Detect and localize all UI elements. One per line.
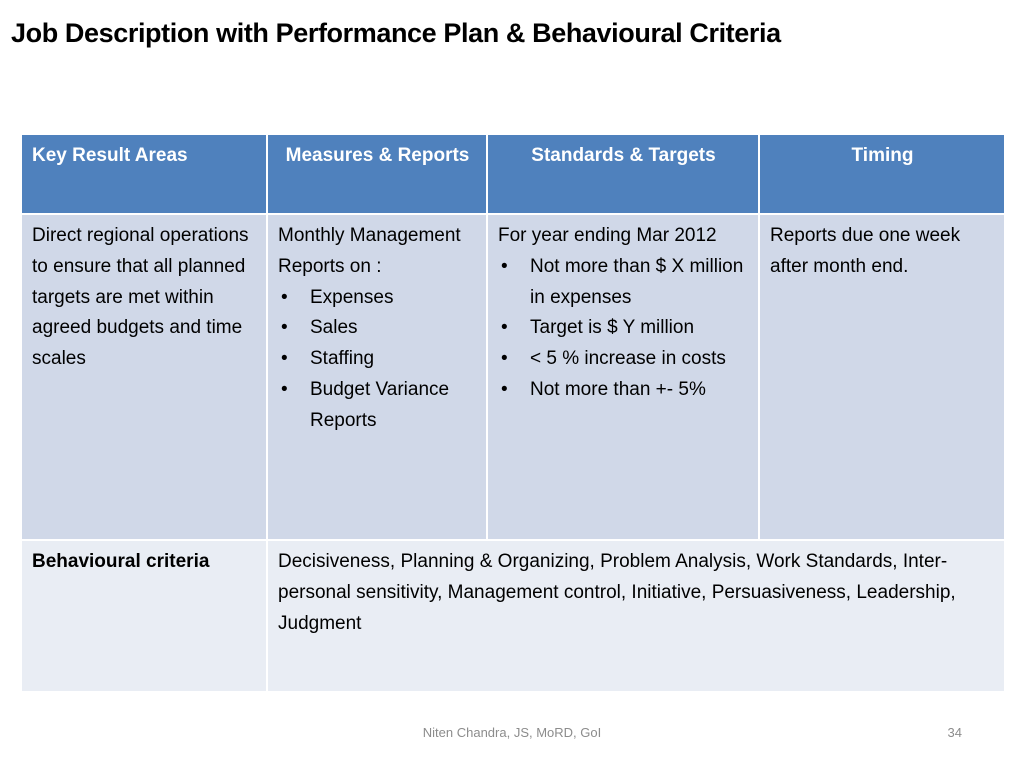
bullet-icon: • xyxy=(281,286,288,308)
list-item: • Not more than +- 5% xyxy=(498,375,749,406)
table-row-behavioural: Behavioural criteria Decisiveness, Plann… xyxy=(20,539,1006,693)
list-item: • Sales xyxy=(278,313,477,344)
header-standards-targets: Standards & Targets xyxy=(486,133,760,215)
standards-list: • Not more than $ X million in expenses •… xyxy=(498,252,749,406)
cell-timing: Reports due one week after month end. xyxy=(758,213,1006,541)
cell-behavioural-label: Behavioural criteria xyxy=(20,539,268,693)
bullet-icon: • xyxy=(281,378,288,400)
standards-intro: For year ending Mar 2012 xyxy=(498,225,717,246)
list-item-text: Not more than +- 5% xyxy=(530,378,706,400)
slide-title: Job Description with Performance Plan & … xyxy=(11,18,781,48)
bullet-icon: • xyxy=(501,255,508,277)
bullet-icon: • xyxy=(501,378,508,400)
measures-intro: Monthly Management Reports on : xyxy=(278,225,461,277)
list-item: • Target is $ Y million xyxy=(498,313,749,344)
page-number: 34 xyxy=(947,725,962,740)
bullet-icon: • xyxy=(281,317,288,339)
list-item: • Staffing xyxy=(278,344,477,375)
cell-measures-reports: Monthly Management Reports on : • Expense… xyxy=(266,213,488,541)
cell-key-result-area: Direct regional operations to ensure tha… xyxy=(20,213,268,541)
list-item-text: Staffing xyxy=(310,348,375,370)
list-item: • Budget Variance Reports xyxy=(278,375,477,437)
table-row-key-result-area: Direct regional operations to ensure tha… xyxy=(20,213,1006,541)
header-timing: Timing xyxy=(758,133,1006,215)
bullet-icon: • xyxy=(501,348,508,370)
list-item-text: Target is $ Y million xyxy=(530,317,695,339)
list-item: • Not more than $ X million in expenses xyxy=(498,252,749,314)
header-measures-reports: Measures & Reports xyxy=(266,133,488,215)
header-key-result-areas: Key Result Areas xyxy=(20,133,268,215)
measures-list: • Expenses • Sales • Staffing • Budget Varia… xyxy=(278,283,477,437)
bullet-icon: • xyxy=(501,317,508,339)
list-item-text: Budget Variance Reports xyxy=(310,378,450,431)
job-description-table: Key Result Areas Measures & Reports Stan… xyxy=(20,133,1006,693)
list-item-text: Sales xyxy=(310,317,358,339)
list-item: • < 5 % increase in costs xyxy=(498,344,749,375)
bullet-icon: • xyxy=(281,348,288,370)
footer-author: Niten Chandra, JS, MoRD, GoI xyxy=(422,725,602,740)
cell-standards-targets: For year ending Mar 2012 • Not more than … xyxy=(486,213,760,541)
list-item-text: Not more than $ X million in expenses xyxy=(530,255,744,308)
list-item: • Expenses xyxy=(278,283,477,314)
cell-behavioural-criteria: Decisiveness, Planning & Organizing, Pro… xyxy=(266,539,1006,693)
table-header-row: Key Result Areas Measures & Reports Stan… xyxy=(20,133,1006,215)
list-item-text: < 5 % increase in costs xyxy=(530,348,726,370)
list-item-text: Expenses xyxy=(310,286,394,308)
